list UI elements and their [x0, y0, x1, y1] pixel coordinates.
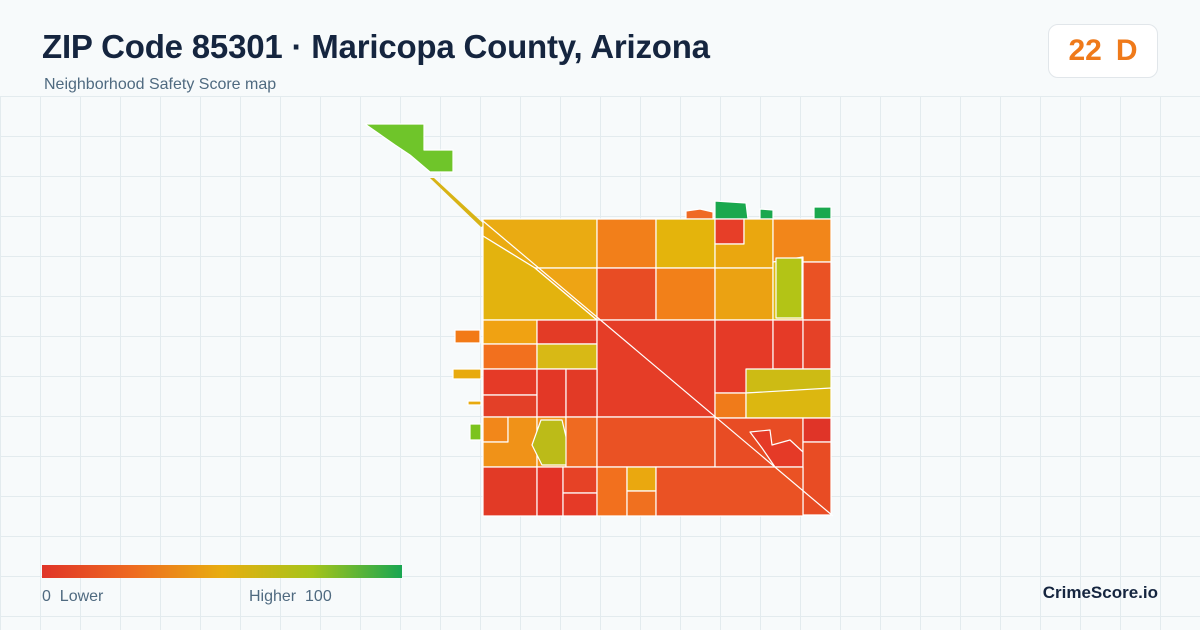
map-region[interactable] — [536, 466, 564, 517]
map-region[interactable] — [596, 218, 657, 269]
legend-min-label: Lower — [59, 588, 104, 605]
map-region[interactable] — [655, 267, 716, 321]
map-region[interactable] — [802, 441, 832, 516]
map-region[interactable] — [714, 200, 749, 220]
map-region[interactable] — [626, 466, 657, 492]
map-region[interactable] — [482, 394, 538, 418]
map-region[interactable] — [454, 329, 481, 344]
map-region[interactable] — [482, 368, 538, 396]
map-region[interactable] — [772, 218, 832, 263]
map-region[interactable] — [596, 319, 716, 418]
map-region[interactable] — [655, 218, 716, 269]
map-region[interactable] — [802, 261, 832, 321]
map-region[interactable] — [596, 466, 628, 517]
score-value: 22 — [1068, 34, 1102, 67]
map-region[interactable] — [626, 490, 657, 517]
map-region[interactable] — [596, 416, 716, 468]
page-title: ZIP Code 85301 · Maricopa County, Arizon… — [42, 28, 710, 65]
map-region[interactable] — [536, 319, 598, 345]
map-region[interactable] — [482, 416, 509, 443]
legend-max: 100 — [305, 588, 332, 605]
map-region[interactable] — [452, 368, 482, 380]
map-region[interactable] — [655, 466, 804, 517]
map-region[interactable] — [714, 392, 747, 419]
legend-gradient-bar — [42, 565, 402, 578]
legend-high-label: Higher 100 — [249, 588, 332, 606]
brand-logo: CrimeScore.io — [1042, 583, 1158, 602]
map-region[interactable] — [714, 218, 745, 245]
map-region[interactable] — [562, 466, 598, 494]
safety-score-badge: 22 D — [1048, 24, 1158, 78]
map-region[interactable] — [772, 319, 804, 370]
map-region[interactable] — [813, 206, 832, 220]
page-subtitle: Neighborhood Safety Score map — [44, 76, 277, 93]
map-region[interactable] — [469, 423, 482, 441]
map-region[interactable] — [714, 267, 774, 321]
map-region[interactable] — [775, 257, 803, 319]
map-diagonal-boundary — [482, 220, 834, 517]
map-region[interactable] — [759, 208, 774, 220]
map-region[interactable] — [565, 368, 598, 418]
map-region[interactable] — [596, 267, 657, 321]
map-region[interactable] — [685, 208, 714, 220]
map-region[interactable] — [562, 492, 598, 517]
legend-min: 0 — [42, 588, 51, 605]
map-region[interactable] — [467, 400, 482, 406]
legend-low-label: 0 Lower — [42, 588, 103, 606]
map-region[interactable] — [482, 466, 538, 517]
map-region[interactable] — [745, 387, 832, 419]
score-grade: D — [1115, 34, 1138, 67]
map-region[interactable] — [802, 319, 832, 370]
map-region[interactable] — [536, 343, 598, 370]
map-region[interactable] — [430, 178, 485, 227]
map-region[interactable] — [802, 417, 832, 443]
map-region[interactable] — [565, 416, 598, 468]
map-region[interactable] — [536, 368, 567, 418]
map-region[interactable] — [482, 319, 538, 345]
legend-max-label: Higher — [249, 588, 297, 605]
map-region[interactable] — [482, 343, 538, 370]
map-region[interactable] — [364, 123, 454, 173]
